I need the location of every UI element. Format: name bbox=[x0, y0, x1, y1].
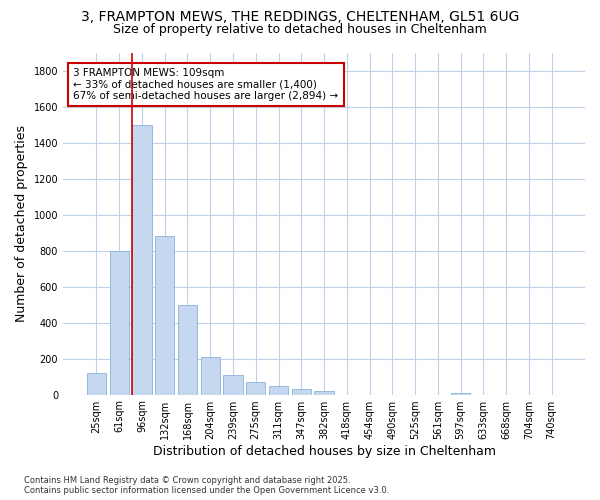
Bar bbox=[87, 373, 106, 394]
Text: 3 FRAMPTON MEWS: 109sqm
← 33% of detached houses are smaller (1,400)
67% of semi: 3 FRAMPTON MEWS: 109sqm ← 33% of detache… bbox=[73, 68, 338, 101]
Bar bbox=[155, 236, 175, 394]
X-axis label: Distribution of detached houses by size in Cheltenham: Distribution of detached houses by size … bbox=[152, 444, 496, 458]
Bar bbox=[178, 304, 197, 394]
Bar bbox=[269, 386, 288, 394]
Bar bbox=[314, 391, 334, 394]
Bar bbox=[200, 357, 220, 395]
Bar bbox=[132, 124, 152, 394]
Bar bbox=[223, 375, 242, 394]
Text: 3, FRAMPTON MEWS, THE REDDINGS, CHELTENHAM, GL51 6UG: 3, FRAMPTON MEWS, THE REDDINGS, CHELTENH… bbox=[81, 10, 519, 24]
Bar bbox=[451, 393, 470, 394]
Bar bbox=[246, 382, 265, 394]
Bar bbox=[110, 250, 129, 394]
Text: Contains HM Land Registry data © Crown copyright and database right 2025.
Contai: Contains HM Land Registry data © Crown c… bbox=[24, 476, 389, 495]
Text: Size of property relative to detached houses in Cheltenham: Size of property relative to detached ho… bbox=[113, 22, 487, 36]
Y-axis label: Number of detached properties: Number of detached properties bbox=[15, 125, 28, 322]
Bar bbox=[292, 389, 311, 394]
